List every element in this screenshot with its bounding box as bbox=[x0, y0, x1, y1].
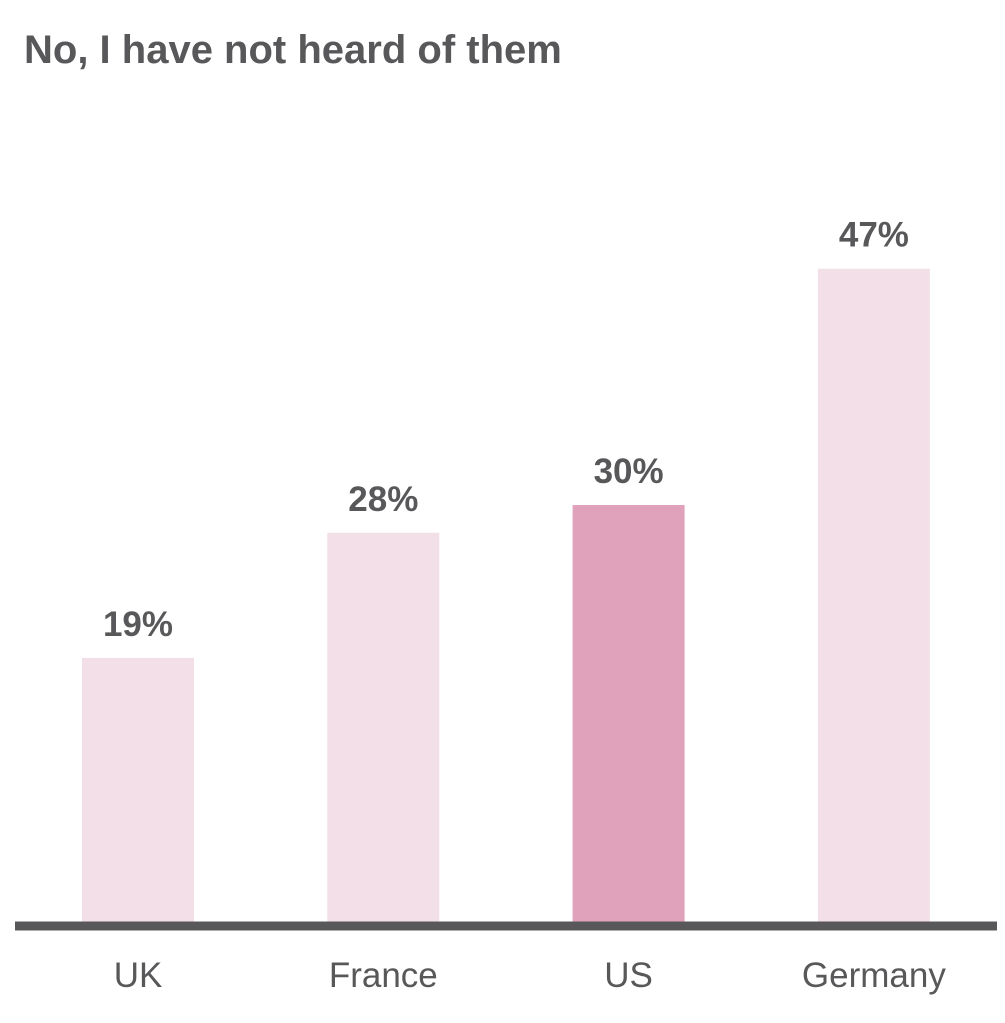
bar-uk bbox=[82, 657, 194, 922]
category-label-uk: UK bbox=[114, 956, 163, 995]
value-label-us: 30% bbox=[594, 452, 664, 491]
bar-germany bbox=[817, 268, 930, 922]
bar-france bbox=[327, 532, 440, 922]
category-label-us: US bbox=[604, 956, 653, 995]
category-label-germany: Germany bbox=[802, 956, 946, 995]
chart-title: No, I have not heard of them bbox=[24, 28, 562, 72]
value-label-france: 28% bbox=[348, 480, 418, 519]
category-labels-layer: UK France US Germany bbox=[114, 956, 947, 995]
value-labels-layer: 19% 28% 30% 47% bbox=[103, 216, 909, 644]
category-label-france: France bbox=[329, 956, 438, 995]
value-label-uk: 19% bbox=[103, 605, 173, 644]
bar-us bbox=[572, 505, 685, 922]
value-label-germany: 47% bbox=[839, 216, 909, 255]
bars-layer bbox=[82, 268, 930, 922]
